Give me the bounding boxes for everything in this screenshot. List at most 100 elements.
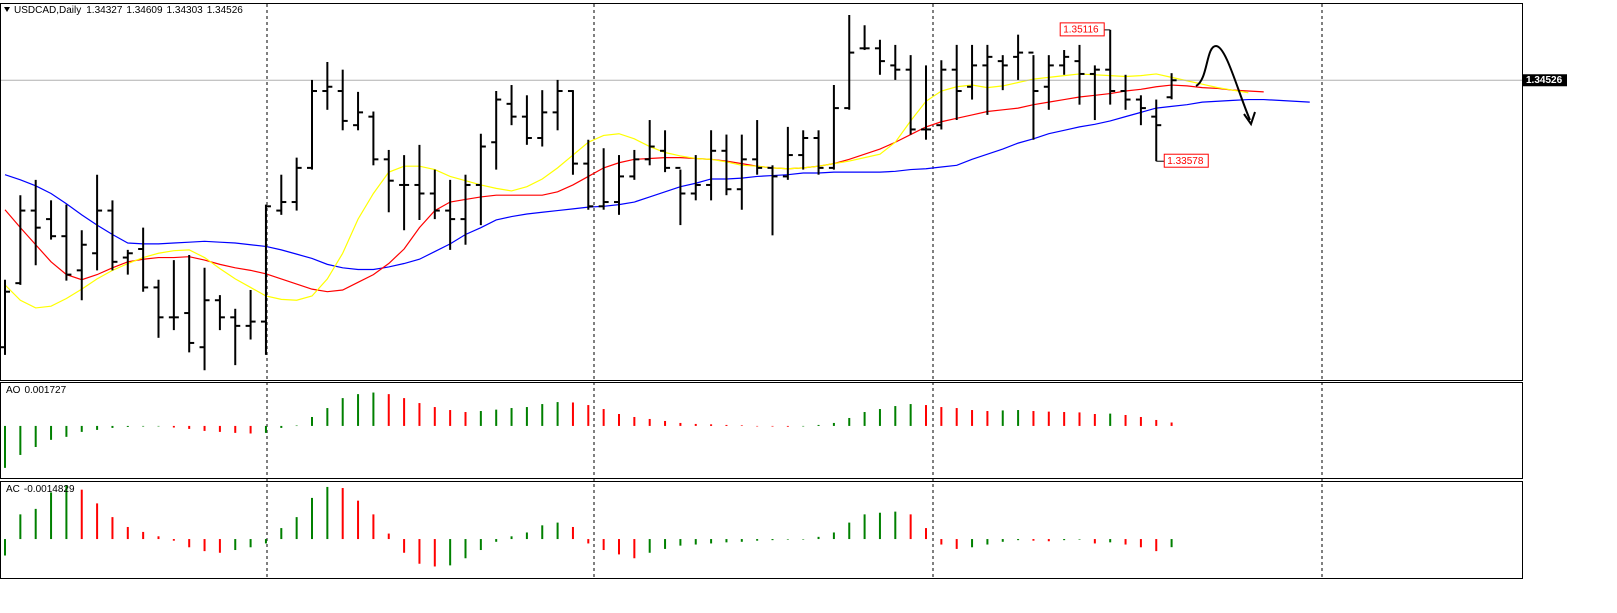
- oscillator-bar: [403, 398, 406, 426]
- oscillator-bar: [710, 539, 713, 544]
- oscillator-bar: [218, 425, 221, 432]
- panel-frames: [0, 3, 1523, 579]
- oscillator-bar: [264, 539, 267, 544]
- oscillator-bar: [4, 539, 6, 556]
- oscillator-bar: [510, 408, 513, 426]
- ma-line: [4, 98, 1310, 271]
- oscillator-bar: [525, 407, 528, 426]
- oscillator-bar: [1001, 410, 1004, 426]
- oscillator-bar: [541, 404, 544, 426]
- ac-title: AC: [6, 484, 20, 495]
- oscillator-bar: [34, 508, 37, 540]
- oscillator-bar: [341, 488, 344, 540]
- oscillator-bar: [955, 408, 958, 426]
- oscillator-bar: [311, 416, 313, 426]
- max-annotation-box: [1059, 22, 1105, 37]
- oscillator-bar: [280, 425, 283, 428]
- oscillator-bar: [1093, 539, 1096, 544]
- ao-panel-frame: [0, 382, 1523, 479]
- oscillator-bar: [126, 425, 129, 427]
- oscillator-bar: [1124, 539, 1127, 545]
- oscillator-bar: [786, 539, 789, 540]
- oscillator-bar: [96, 503, 99, 540]
- oscillator-bar: [694, 539, 697, 545]
- min-annotation-box: [1163, 153, 1209, 168]
- oscillator-bar: [50, 425, 53, 440]
- oscillator-bar: [940, 539, 943, 545]
- oscillator-bar: [894, 406, 897, 426]
- oscillator-bar: [648, 539, 651, 553]
- oscillator-bar: [925, 405, 927, 426]
- oscillator-bar: [234, 425, 237, 433]
- header-icon: [4, 7, 10, 12]
- oscillator-bar: [878, 512, 881, 540]
- oscillator-bar: [1032, 411, 1035, 426]
- oscillator-bar: [295, 517, 298, 540]
- oscillator-bar: [172, 539, 175, 541]
- oscillator-bar: [664, 420, 667, 426]
- oscillator-bar: [1001, 539, 1004, 542]
- oscillator-bar: [1017, 539, 1020, 541]
- marks-layer: [0, 15, 1522, 567]
- oscillator-bar: [955, 539, 958, 549]
- oscillator-bar: [50, 492, 53, 540]
- oscillator-bar: [909, 404, 912, 426]
- current-price-label: 1.34526: [1526, 75, 1563, 86]
- min-annotation: 1.33578: [1167, 156, 1204, 167]
- oscillator-bar: [495, 539, 498, 542]
- oscillator-bar: [1078, 412, 1081, 426]
- oscillator-bar: [786, 425, 789, 427]
- oscillator-bar: [433, 539, 436, 567]
- oscillator-bar: [188, 425, 191, 429]
- oscillator-bar: [725, 424, 728, 426]
- oscillator-bar: [1032, 539, 1035, 541]
- oscillator-bar: [1155, 419, 1158, 426]
- oscillator-bar: [341, 398, 344, 426]
- oscillator-bar: [111, 425, 114, 428]
- oscillator-bar: [4, 425, 6, 468]
- oscillator-bar: [587, 405, 590, 426]
- forecast-arrow-head: [1243, 111, 1256, 127]
- oscillator-bar: [34, 425, 37, 447]
- oscillator-bar: [19, 514, 22, 540]
- price-header: USDCAD,Daily 1.34327 1.34609 1.34303 1.34526: [14, 5, 243, 16]
- oscillator-bar: [1047, 539, 1050, 542]
- symbol-title: USDCAD,Daily: [14, 5, 81, 16]
- oscillator-bar: [1093, 414, 1096, 426]
- oscillator-bar: [602, 409, 605, 426]
- oscillator-bar: [971, 410, 974, 426]
- oscillator-bar: [142, 425, 145, 427]
- ao-title: AO: [6, 385, 21, 396]
- oscillator-bar: [357, 500, 360, 540]
- oscillator-bar: [664, 539, 667, 549]
- oscillator-bar: [725, 539, 728, 543]
- oscillator-bar: [387, 394, 390, 426]
- oscillator-bar: [1047, 411, 1050, 426]
- oscillator-bar: [894, 511, 897, 540]
- oscillator-bar: [909, 514, 912, 540]
- oscillator-bar: [1063, 539, 1066, 541]
- oscillator-bar: [1170, 422, 1173, 426]
- oscillator-bar: [203, 425, 206, 431]
- oscillator-bar: [878, 409, 881, 426]
- header-low: 1.34303: [167, 5, 204, 16]
- oscillator-bar: [326, 408, 329, 426]
- oscillator-bar: [249, 425, 252, 434]
- oscillator-bar: [403, 539, 406, 553]
- oscillator-bar: [525, 532, 528, 540]
- oscillator-bar: [648, 418, 651, 426]
- oscillator-bar: [142, 531, 145, 540]
- oscillator-bar: [172, 425, 175, 428]
- oscillator-bar: [479, 411, 482, 426]
- header-close: 1.34526: [207, 5, 244, 16]
- ao-current: 0.001727: [24, 385, 66, 396]
- oscillator-bar: [587, 539, 590, 544]
- forecast-arrow: [1195, 44, 1251, 121]
- oscillator-bar: [65, 485, 68, 540]
- oscillator-bar: [249, 539, 252, 548]
- oscillator-bar: [295, 425, 298, 427]
- oscillator-bar: [679, 539, 682, 546]
- oscillator-bar: [848, 417, 851, 426]
